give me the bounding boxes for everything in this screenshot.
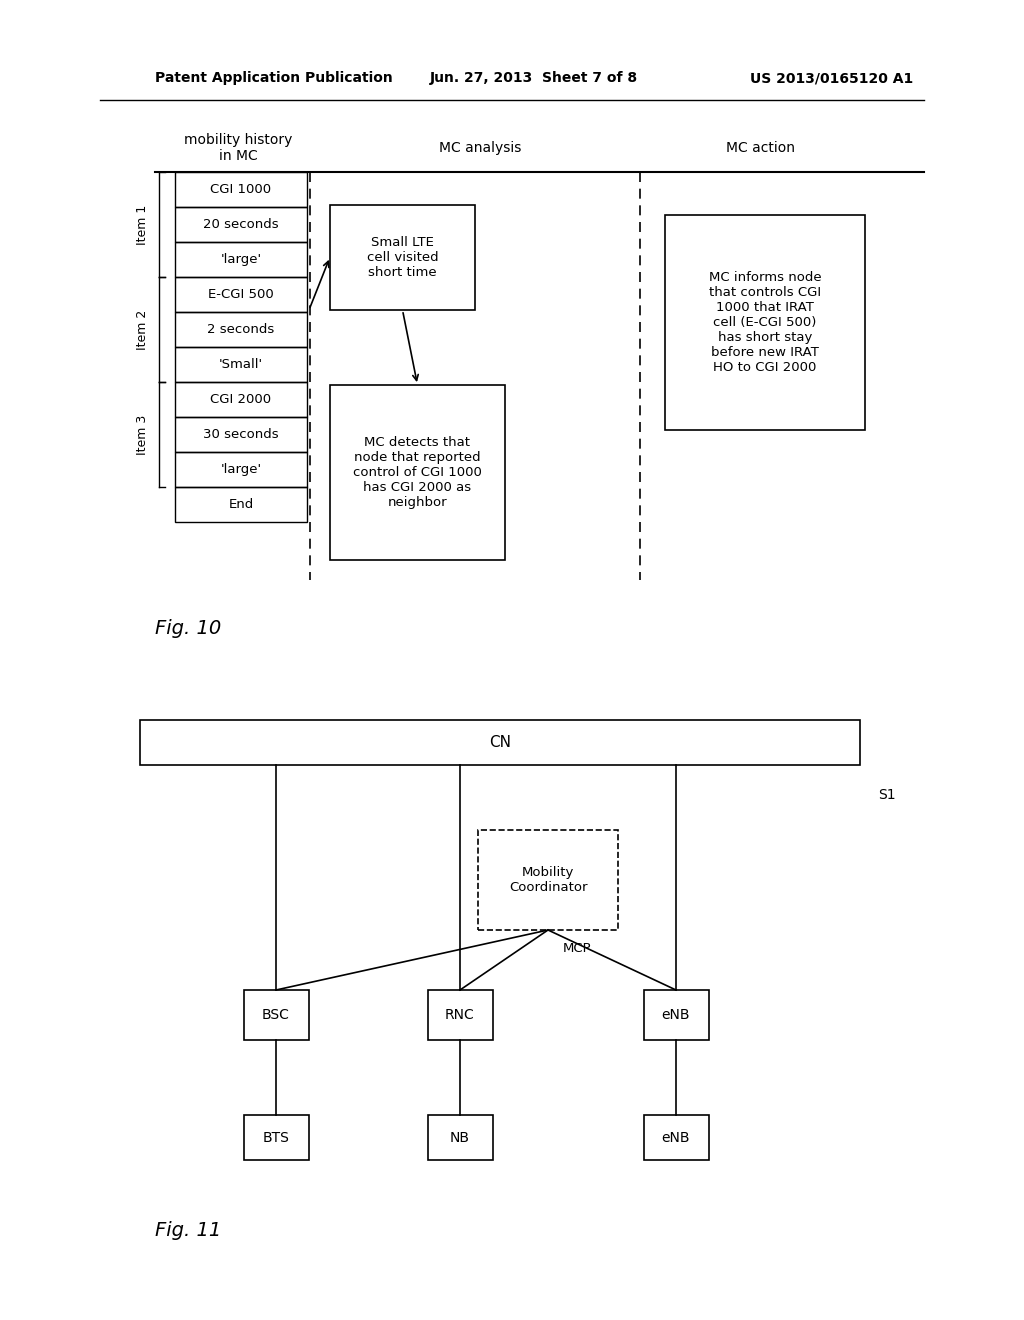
Text: BTS: BTS	[262, 1130, 290, 1144]
Text: 30 seconds: 30 seconds	[203, 428, 279, 441]
Text: 'large': 'large'	[220, 463, 261, 477]
Bar	[175, 381, 307, 417]
Bar	[175, 487, 307, 521]
Text: 20 seconds: 20 seconds	[203, 218, 279, 231]
Text: End: End	[228, 498, 254, 511]
Text: MC action: MC action	[725, 141, 795, 154]
Bar	[330, 385, 505, 560]
Bar	[427, 990, 493, 1040]
Text: RNC: RNC	[445, 1008, 475, 1022]
Text: mobility history
in MC: mobility history in MC	[184, 133, 292, 164]
Text: CGI 2000: CGI 2000	[211, 393, 271, 407]
Text: 'Small': 'Small'	[219, 358, 263, 371]
Text: Item 3: Item 3	[136, 414, 150, 454]
Text: 2 seconds: 2 seconds	[208, 323, 274, 337]
Text: Fig. 10: Fig. 10	[155, 619, 221, 638]
Bar	[175, 347, 307, 381]
Bar	[643, 990, 709, 1040]
Text: Item 2: Item 2	[136, 309, 150, 350]
Text: Fig. 11: Fig. 11	[155, 1221, 221, 1239]
Text: NB: NB	[450, 1130, 470, 1144]
Bar	[665, 215, 865, 430]
Text: CN: CN	[489, 735, 511, 750]
Text: BSC: BSC	[262, 1008, 290, 1022]
Text: MC analysis: MC analysis	[439, 141, 521, 154]
Text: eNB: eNB	[662, 1008, 690, 1022]
Bar	[175, 451, 307, 487]
Bar	[330, 205, 475, 310]
Bar	[244, 1115, 308, 1160]
Text: MC informs node
that controls CGI
1000 that IRAT
cell (E-CGI 500)
has short stay: MC informs node that controls CGI 1000 t…	[709, 271, 821, 374]
Bar	[244, 990, 308, 1040]
Bar	[175, 207, 307, 242]
Text: Small LTE
cell visited
short time: Small LTE cell visited short time	[367, 236, 438, 279]
Text: CGI 1000: CGI 1000	[211, 183, 271, 195]
Text: MCP: MCP	[563, 941, 592, 954]
Text: Jun. 27, 2013  Sheet 7 of 8: Jun. 27, 2013 Sheet 7 of 8	[430, 71, 638, 84]
Bar	[175, 312, 307, 347]
Text: Mobility
Coordinator: Mobility Coordinator	[509, 866, 587, 894]
Bar	[175, 242, 307, 277]
Text: eNB: eNB	[662, 1130, 690, 1144]
Text: E-CGI 500: E-CGI 500	[208, 288, 273, 301]
Text: 'large': 'large'	[220, 253, 261, 267]
Bar	[175, 277, 307, 312]
Bar	[478, 830, 618, 931]
Text: MC detects that
node that reported
control of CGI 1000
has CGI 2000 as
neighbor: MC detects that node that reported contr…	[353, 436, 482, 510]
Text: US 2013/0165120 A1: US 2013/0165120 A1	[750, 71, 913, 84]
Bar	[175, 172, 307, 207]
Bar	[175, 417, 307, 451]
Text: S1: S1	[878, 788, 896, 803]
Text: Patent Application Publication: Patent Application Publication	[155, 71, 393, 84]
Bar	[140, 719, 860, 766]
Bar	[427, 1115, 493, 1160]
Text: Item 1: Item 1	[136, 205, 150, 244]
Bar	[643, 1115, 709, 1160]
